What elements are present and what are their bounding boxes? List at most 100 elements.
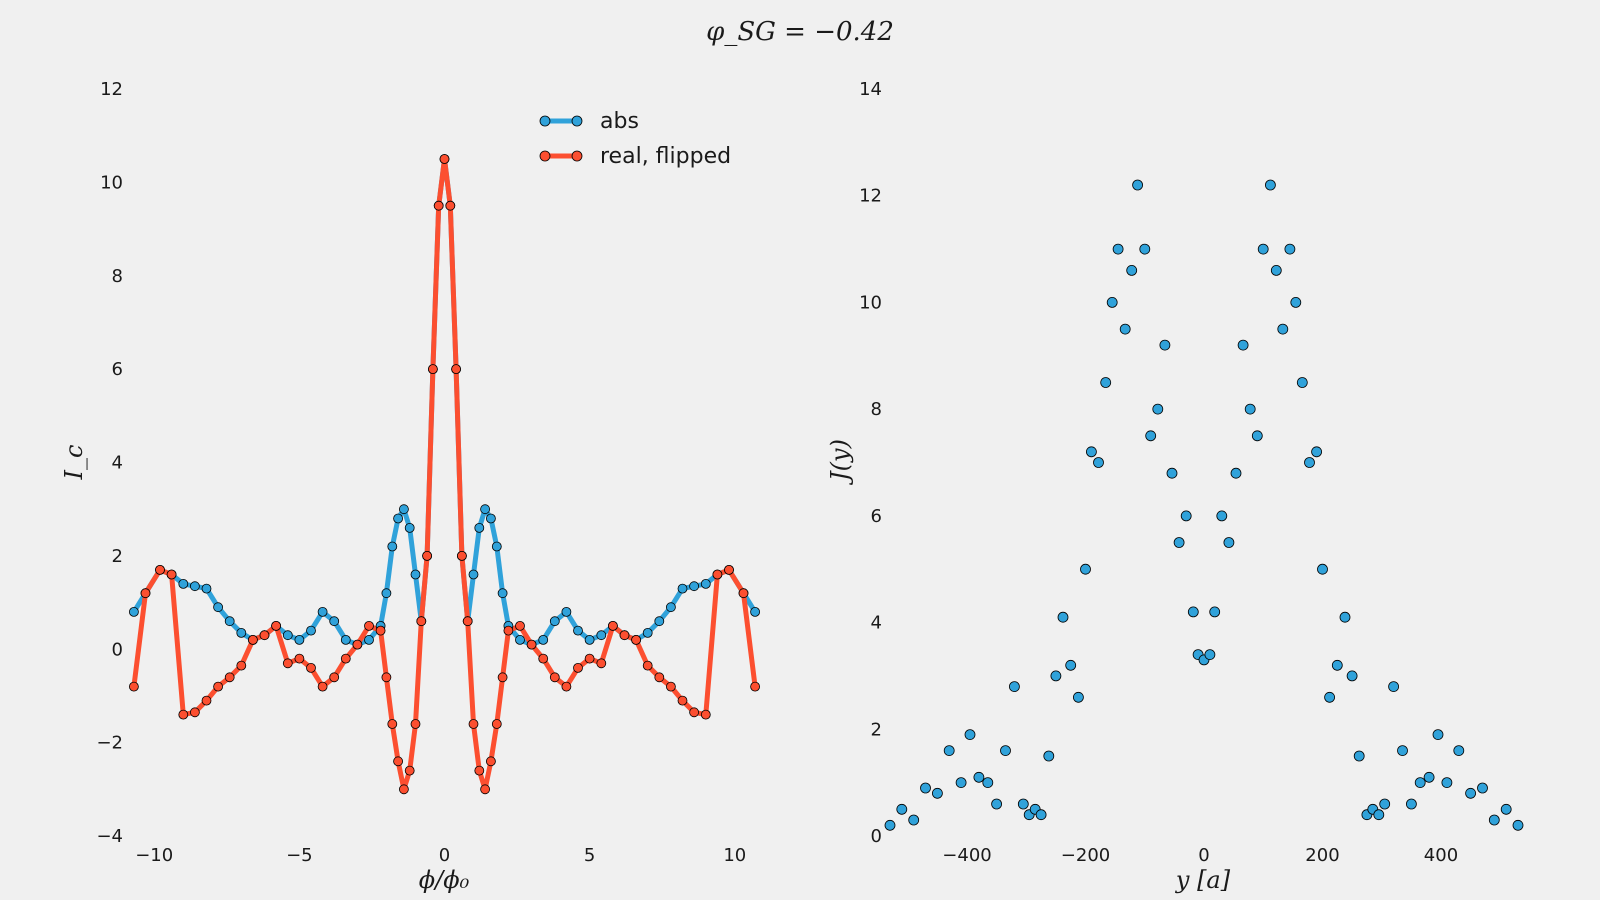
scatter-point <box>920 782 931 794</box>
data-point <box>596 658 607 669</box>
data-point <box>364 621 374 631</box>
data-point <box>462 616 473 627</box>
data-point <box>608 621 618 631</box>
data-point <box>561 681 572 692</box>
scatter-point <box>1311 446 1322 458</box>
data-point <box>654 672 665 683</box>
data-point <box>375 625 386 636</box>
series-line <box>131 156 758 648</box>
data-point <box>393 756 404 767</box>
data-point <box>387 719 398 729</box>
data-point <box>677 583 688 594</box>
scatter-point <box>964 729 976 740</box>
scatter-point <box>1477 782 1488 794</box>
data-point <box>189 581 200 592</box>
scatter-point <box>1453 745 1465 756</box>
data-point <box>445 200 456 211</box>
y-tick-label: 4 <box>871 613 882 634</box>
scatter-point <box>1173 537 1185 548</box>
data-point <box>178 579 189 589</box>
data-point <box>247 635 258 645</box>
data-point <box>468 719 479 729</box>
left-chart-legend: abs real, flipped <box>539 109 731 169</box>
scatter-point <box>1009 681 1020 692</box>
scatter-point <box>1304 457 1315 468</box>
scatter-point <box>1230 467 1242 479</box>
data-point <box>480 784 491 795</box>
data-point <box>474 523 485 533</box>
data-point <box>236 660 247 671</box>
right-chart-points <box>884 179 1524 831</box>
scatter-point <box>932 787 943 799</box>
data-point <box>485 513 496 524</box>
data-point <box>549 616 560 627</box>
data-point <box>201 583 212 594</box>
data-point <box>294 653 305 664</box>
x-tick-label: −200 <box>1061 845 1110 866</box>
data-point <box>573 625 583 636</box>
data-point <box>410 569 421 580</box>
scatter-point <box>1043 750 1055 762</box>
scatter-point <box>1379 798 1391 810</box>
figure-suptitle: φ_SG = −0.42 <box>706 17 894 47</box>
data-point <box>213 602 224 613</box>
right-chart-y-axis-label: J(y) <box>826 439 854 486</box>
y-tick-label: 6 <box>871 506 882 527</box>
scatter-point <box>1488 814 1500 826</box>
legend-real-marker <box>571 150 583 162</box>
y-tick-label: 2 <box>871 719 882 740</box>
x-tick-label: 5 <box>584 845 595 866</box>
scatter-point <box>1353 750 1365 762</box>
scatter-point <box>1423 771 1435 783</box>
scatter-point <box>1000 745 1011 756</box>
left-chart-y-axis-label: I_c <box>60 445 88 481</box>
left-chart-lines <box>131 156 758 792</box>
scatter-point <box>1126 264 1138 276</box>
data-point <box>282 658 293 669</box>
data-point <box>393 513 404 524</box>
scatter-point <box>1204 649 1216 660</box>
legend-abs-label: abs <box>600 109 639 134</box>
data-point <box>497 588 508 599</box>
data-point <box>404 765 415 776</box>
data-point <box>398 784 409 795</box>
scatter-point <box>1139 243 1151 255</box>
scatter-point <box>973 771 985 783</box>
data-point <box>427 364 438 375</box>
scatter-point <box>1065 659 1077 671</box>
data-point <box>306 663 316 673</box>
data-point <box>631 635 641 645</box>
scatter-point <box>1112 243 1124 255</box>
data-point <box>724 565 734 575</box>
scatter-point <box>1159 339 1171 351</box>
scatter-point <box>896 803 908 815</box>
data-point <box>515 621 525 631</box>
y-tick-label: 10 <box>859 292 882 313</box>
data-point <box>381 672 392 683</box>
scatter-point <box>1414 777 1426 788</box>
legend-real-label: real, flipped <box>600 144 731 169</box>
scatter-point <box>943 745 955 756</box>
data-point <box>677 695 688 706</box>
data-point <box>387 541 398 552</box>
scatter-point <box>1265 179 1276 191</box>
scatter-point <box>1050 670 1062 682</box>
scatter-point <box>1035 809 1047 821</box>
y-tick-label: 12 <box>859 186 882 207</box>
legend-abs-marker <box>539 115 551 127</box>
data-point <box>381 588 392 599</box>
legend-abs-marker <box>571 115 583 127</box>
scatter-point <box>1432 729 1444 740</box>
data-point <box>189 707 200 718</box>
left-chart-y-ticks: −4 −2 0 2 4 6 8 10 12 <box>96 79 123 847</box>
series-line <box>131 156 758 792</box>
data-point <box>689 581 699 592</box>
data-point <box>642 628 653 638</box>
y-tick-label: 8 <box>112 266 123 287</box>
data-point <box>128 681 139 692</box>
scatter-point <box>1251 430 1263 442</box>
data-point <box>515 635 525 645</box>
scatter-point <box>1465 787 1476 799</box>
x-tick-label: −400 <box>942 845 991 866</box>
